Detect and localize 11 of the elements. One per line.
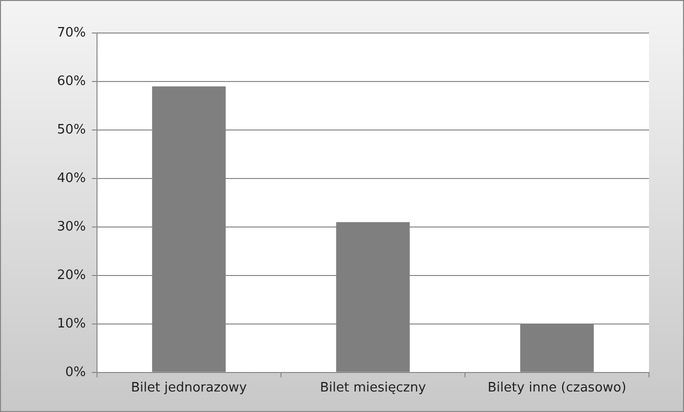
y-tick-label: 0% [65, 364, 86, 380]
y-tick-label: 10% [56, 316, 86, 332]
y-tick-label: 50% [56, 122, 86, 138]
x-tick-label: Bilet miesięczny [320, 380, 426, 396]
y-tick-label: 70% [56, 25, 86, 40]
y-tick-label: 20% [56, 268, 86, 283]
y-tick-label: 40% [56, 170, 86, 186]
x-tick-label: Bilet jednorazowy [130, 380, 248, 396]
y-tick-label: 60% [56, 74, 86, 89]
y-tick-label: 30% [56, 219, 86, 234]
x-tick-label: Bilety inne (czasowo) [488, 380, 626, 396]
